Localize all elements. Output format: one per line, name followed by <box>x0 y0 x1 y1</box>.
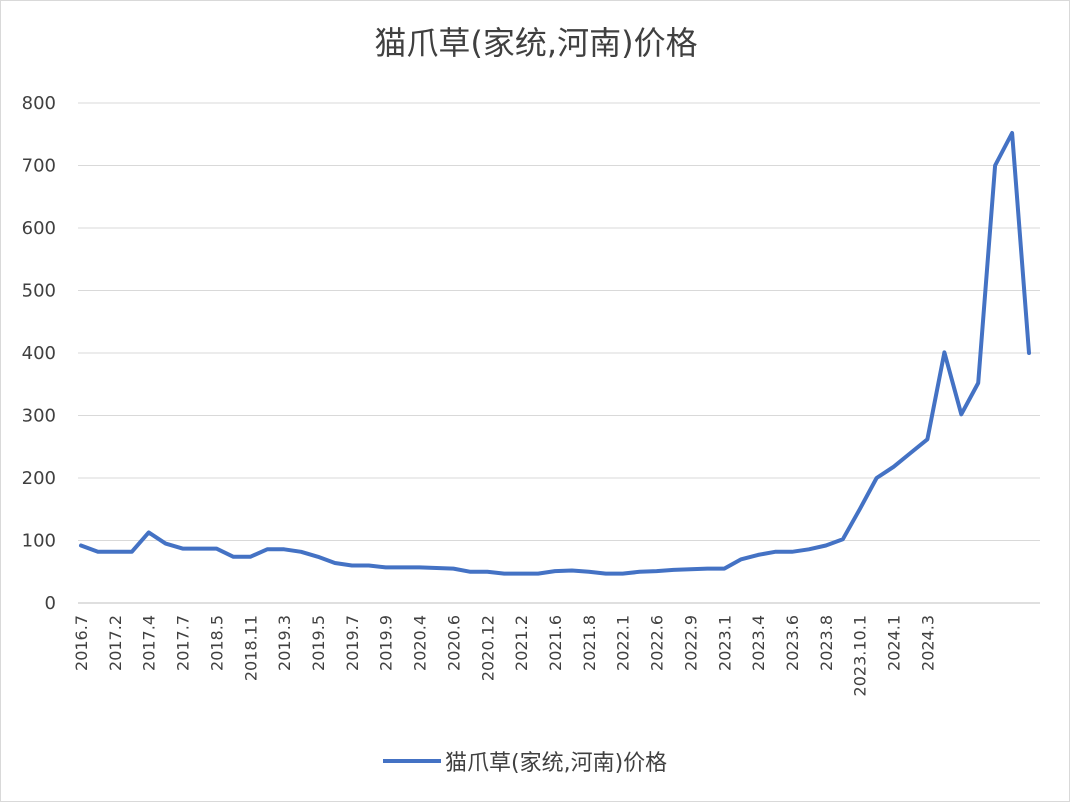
x-tick-label: 2024.1 <box>885 615 904 671</box>
series-group <box>79 131 1031 576</box>
x-tick-label: 2016.7 <box>72 615 91 671</box>
x-axis-tick-labels: 2016.7 2017.2 2017.4 2017.7 2018.5 2018.11 201… <box>72 615 937 696</box>
x-tick-label: 2020.12 <box>478 615 497 681</box>
x-tick-label: 2023.1 <box>715 615 734 671</box>
x-tick-label: 2017.2 <box>106 615 125 671</box>
series-line <box>79 131 1031 576</box>
y-tick-label: 700 <box>22 156 56 177</box>
x-tick-label: 2022.1 <box>614 615 633 671</box>
x-tick-label: 2021.8 <box>580 615 599 671</box>
x-tick-label: 2021.2 <box>512 615 531 671</box>
x-tick-label: 2019.9 <box>377 615 396 671</box>
x-tick-label: 2018.5 <box>207 615 226 671</box>
x-tick-label: 2023.4 <box>749 615 768 671</box>
x-tick-label: 2020.6 <box>444 615 463 671</box>
legend: 猫爪草(家统,河南)价格 <box>383 745 667 777</box>
y-tick-label: 200 <box>22 468 56 489</box>
x-tick-label: 2023.8 <box>817 615 836 671</box>
legend-label: 猫爪草(家统,河南)价格 <box>445 751 668 776</box>
x-tick-label: 2022.6 <box>648 615 667 671</box>
x-tick-label: 2019.3 <box>275 615 294 671</box>
gridlines <box>78 102 1040 604</box>
y-tick-label: 600 <box>22 218 56 239</box>
x-tick-label: 2021.6 <box>546 615 565 671</box>
x-tick-label: 2023.10.1 <box>851 615 870 696</box>
x-tick-label: 2018.11 <box>241 615 260 681</box>
x-tick-label: 2017.4 <box>140 615 159 671</box>
x-tick-label: 2024.3 <box>918 615 937 671</box>
y-tick-label: 400 <box>22 343 56 364</box>
x-tick-label: 2020.4 <box>411 615 430 671</box>
y-tick-label: 500 <box>22 281 56 302</box>
x-tick-label: 2022.9 <box>681 615 700 671</box>
y-axis-tick-labels: 0 100 200 300 400 500 600 700 800 <box>22 93 56 614</box>
y-tick-label: 100 <box>22 531 56 552</box>
x-tick-label: 2019.7 <box>343 615 362 671</box>
x-tick-label: 2023.6 <box>783 615 802 671</box>
y-tick-label: 0 <box>45 593 56 614</box>
legend-swatch <box>383 759 441 763</box>
chart-title: 猫爪草(家统,河南)价格 <box>374 24 698 62</box>
y-tick-label: 800 <box>22 93 56 114</box>
x-tick-label: 2017.7 <box>174 615 193 671</box>
x-tick-label: 2019.5 <box>309 615 328 671</box>
y-tick-label: 300 <box>22 406 56 427</box>
